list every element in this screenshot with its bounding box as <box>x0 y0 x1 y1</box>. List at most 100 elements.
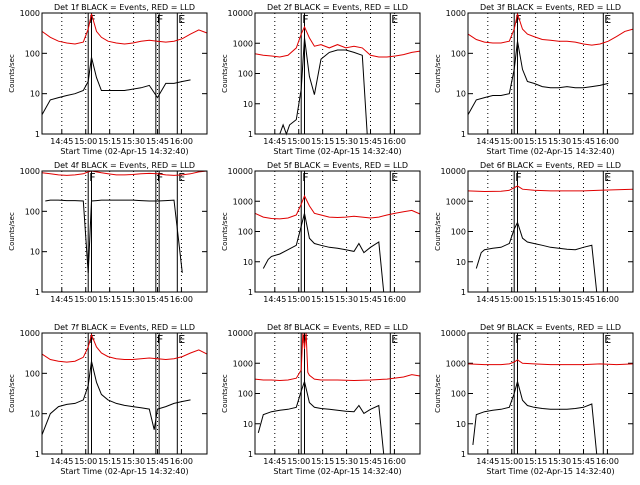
x-tick-label: 14:45 <box>50 457 73 466</box>
y-tick-label: 100 <box>25 369 40 378</box>
y-axis-label: Counts/sec <box>221 54 229 93</box>
y-axis-label: Counts/sec <box>434 54 442 93</box>
x-tick-label: 14:45 <box>263 137 286 146</box>
events-series-line <box>279 37 368 136</box>
y-tick-label: 1 <box>248 450 253 459</box>
y-tick-label: 100 <box>451 228 466 237</box>
x-tick-label: 15:30 <box>122 457 145 466</box>
flag-marker: E <box>178 171 185 184</box>
flag-marker: F <box>89 171 95 184</box>
x-tick-label: 14:45 <box>476 137 499 146</box>
panel-title: Det 5f BLACK = Events, RED = LLD <box>267 161 408 170</box>
y-tick-label: 10000 <box>228 167 253 176</box>
x-tick-label: 15:45 <box>572 295 595 304</box>
x-tick-label: 15:45 <box>572 457 595 466</box>
y-tick-label: 1000 <box>446 9 466 18</box>
y-tick-label: 10 <box>30 248 40 257</box>
y-tick-label: 10000 <box>441 329 466 338</box>
x-tick-label: 15:15 <box>98 137 121 146</box>
plot-frame <box>467 170 634 293</box>
flag-marker: E <box>604 171 611 184</box>
y-tick-label: 1000 <box>20 329 40 338</box>
x-axis-label: Start Time (02-Apr-15 14:32:40) <box>486 147 614 156</box>
flag-marker: F <box>515 333 521 346</box>
x-tick-label: 15:00 <box>74 137 97 146</box>
events-series-line <box>262 213 385 293</box>
y-tick-label: 1 <box>461 288 466 297</box>
panel-title: Det 6f BLACK = Events, RED = LLD <box>480 161 621 170</box>
plot-frame <box>41 332 208 455</box>
x-tick-label: 16:00 <box>170 457 193 466</box>
x-tick-label: 15:30 <box>122 295 145 304</box>
y-tick-label: 10 <box>243 420 253 429</box>
lld-series-line <box>467 359 634 366</box>
x-tick-label: 14:45 <box>476 457 499 466</box>
x-tick-label: 15:00 <box>287 137 310 146</box>
flag-marker: E <box>391 333 398 346</box>
x-tick-label: 15:30 <box>122 137 145 146</box>
lld-series-line <box>254 332 421 382</box>
events-series-line <box>257 379 385 455</box>
y-axis-label: Counts/sec <box>221 212 229 251</box>
y-tick-label: 10 <box>243 258 253 267</box>
plot-frame <box>254 332 421 455</box>
y-tick-label: 100 <box>238 228 253 237</box>
y-tick-label: 1 <box>35 450 40 459</box>
lld-series-line <box>41 13 208 45</box>
y-tick-label: 1000 <box>446 197 466 206</box>
y-tick-label: 1 <box>461 130 466 139</box>
y-tick-label: 100 <box>25 207 40 216</box>
lld-series-line <box>41 333 208 363</box>
x-tick-label: 14:45 <box>50 137 73 146</box>
y-tick-label: 100 <box>451 390 466 399</box>
plot-frame <box>41 170 208 293</box>
flag-marker: F <box>89 13 95 26</box>
y-tick-label: 1000 <box>20 9 40 18</box>
y-tick-label: 100 <box>238 390 253 399</box>
y-tick-label: 1 <box>248 130 253 139</box>
x-tick-label: 15:00 <box>287 295 310 304</box>
x-tick-label: 16:00 <box>596 137 619 146</box>
x-axis-label: Start Time (02-Apr-15 14:32:40) <box>60 147 188 156</box>
y-tick-label: 10000 <box>441 167 466 176</box>
x-tick-label: 14:45 <box>263 457 286 466</box>
events-series-line <box>45 199 183 273</box>
plot-frame <box>467 332 634 455</box>
flag-marker: E <box>391 13 398 26</box>
plot-frame <box>254 12 421 135</box>
y-tick-label: 1000 <box>446 359 466 368</box>
flag-marker: E <box>604 13 611 26</box>
flag-marker: F <box>157 13 163 26</box>
x-tick-label: 15:15 <box>311 457 334 466</box>
y-tick-label: 1 <box>35 130 40 139</box>
x-tick-label: 15:30 <box>548 457 571 466</box>
x-tick-label: 15:15 <box>311 295 334 304</box>
x-tick-label: 15:15 <box>524 137 547 146</box>
x-tick-label: 15:30 <box>335 137 358 146</box>
x-tick-label: 15:30 <box>335 295 358 304</box>
flag-marker: E <box>604 333 611 346</box>
y-tick-label: 10 <box>456 420 466 429</box>
flag-marker: F <box>302 13 308 26</box>
y-tick-label: 10 <box>456 258 466 267</box>
y-tick-label: 100 <box>451 49 466 58</box>
flag-marker: F <box>157 333 163 346</box>
y-tick-label: 1000 <box>233 39 253 48</box>
lld-series-line <box>467 185 634 193</box>
x-tick-label: 15:45 <box>146 137 169 146</box>
x-tick-label: 15:00 <box>74 457 97 466</box>
y-tick-label: 1000 <box>233 359 253 368</box>
x-tick-label: 15:45 <box>359 295 382 304</box>
x-tick-label: 15:45 <box>359 137 382 146</box>
y-tick-label: 10 <box>243 100 253 109</box>
x-tick-label: 16:00 <box>383 457 406 466</box>
lld-series-line <box>467 11 634 46</box>
events-series-line <box>41 57 191 116</box>
y-tick-label: 100 <box>25 49 40 58</box>
